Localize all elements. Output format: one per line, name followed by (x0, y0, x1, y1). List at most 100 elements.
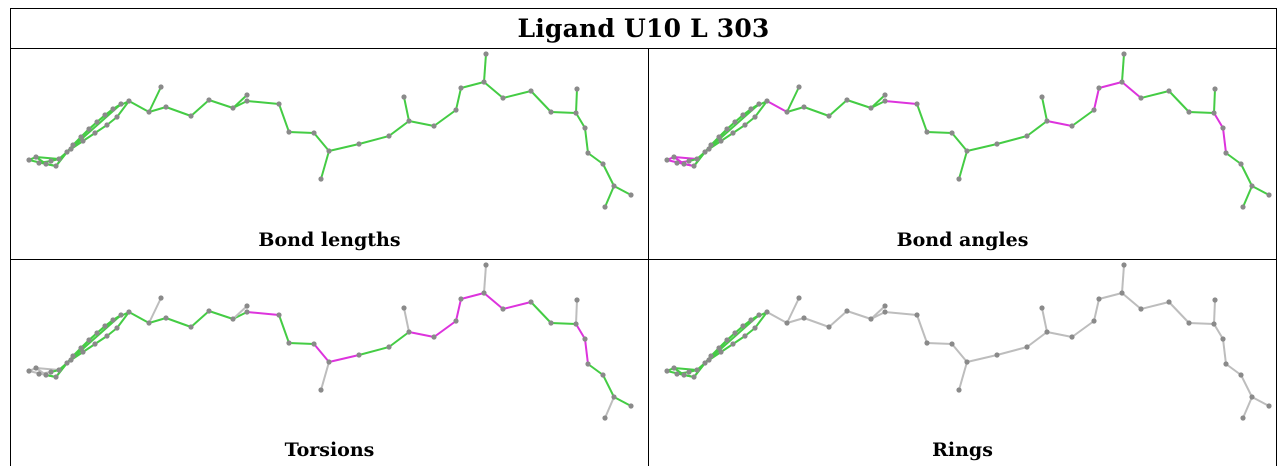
atom (674, 160, 680, 166)
bond (1026, 331, 1048, 348)
atom (80, 138, 86, 144)
atom (104, 333, 110, 339)
atom (94, 119, 100, 125)
atom (36, 371, 42, 377)
bond (803, 106, 830, 117)
atom (244, 92, 250, 98)
atom (1186, 109, 1192, 115)
atom (56, 156, 62, 162)
atom (742, 333, 748, 339)
atom (1069, 334, 1075, 340)
bond (1140, 90, 1170, 99)
atom (844, 97, 850, 103)
molecule-group (664, 262, 1272, 421)
bond (148, 86, 162, 113)
bond (313, 132, 330, 152)
border-title-bottom (10, 48, 1277, 49)
atom (730, 341, 736, 347)
atom (764, 98, 770, 104)
bond (786, 106, 805, 113)
atom (386, 133, 392, 139)
bond (916, 103, 928, 133)
bond (754, 100, 768, 118)
atom (602, 415, 608, 421)
atom (914, 101, 920, 107)
atom (500, 95, 506, 101)
bond (483, 264, 487, 294)
atom (244, 98, 250, 104)
atom (326, 359, 332, 365)
border-right (1276, 8, 1277, 466)
bond (1093, 87, 1100, 111)
atom (694, 367, 700, 373)
atom (118, 312, 124, 318)
atom (311, 130, 317, 136)
atom (110, 317, 116, 323)
atom (964, 148, 970, 154)
bond (433, 320, 457, 338)
atom (276, 101, 282, 107)
atom (114, 325, 120, 331)
bond (584, 338, 589, 365)
bond (996, 135, 1028, 145)
atom (483, 51, 489, 57)
atom (1186, 320, 1192, 326)
atom (1121, 51, 1127, 57)
atom (573, 321, 579, 327)
atom (681, 372, 687, 378)
atom (230, 316, 236, 322)
atom (1223, 361, 1229, 367)
bond (786, 86, 800, 113)
atom (431, 123, 437, 129)
atom (86, 126, 92, 132)
bond (1026, 120, 1048, 137)
atom (1249, 183, 1255, 189)
atom (718, 138, 724, 144)
atom (784, 320, 790, 326)
bond (320, 150, 330, 180)
bond (1242, 396, 1253, 419)
atom (458, 85, 464, 91)
bond (916, 314, 928, 344)
atom (740, 323, 746, 329)
atom (453, 318, 459, 324)
atom (458, 296, 464, 302)
atom (1240, 415, 1246, 421)
atom (548, 109, 554, 115)
panel-bond-angles: Bond angles (649, 49, 1276, 259)
bond (116, 311, 130, 329)
atom (110, 106, 116, 112)
bond (483, 292, 504, 310)
atom (1044, 329, 1050, 335)
bond (530, 90, 552, 113)
atom (70, 353, 76, 359)
atom (104, 122, 110, 128)
bond (483, 81, 504, 99)
atom (70, 142, 76, 148)
bond (388, 120, 410, 137)
bond (408, 120, 435, 127)
atom (756, 101, 762, 107)
bond (1071, 320, 1095, 338)
bond (951, 132, 968, 152)
atom (548, 320, 554, 326)
bond (613, 396, 632, 407)
atom (206, 97, 212, 103)
atom (1238, 161, 1244, 167)
bond (1240, 163, 1253, 187)
bond (165, 106, 192, 117)
bond (328, 143, 360, 152)
molecule-torsions (26, 262, 634, 421)
atom (188, 324, 194, 330)
atom (574, 86, 580, 92)
bond (403, 96, 410, 122)
bond (550, 322, 577, 325)
atom (708, 353, 714, 359)
bond (1188, 111, 1215, 114)
atom (600, 161, 606, 167)
atom (964, 359, 970, 365)
atom (691, 374, 697, 380)
bond (786, 297, 800, 324)
atom (585, 361, 591, 367)
bond (128, 100, 150, 113)
